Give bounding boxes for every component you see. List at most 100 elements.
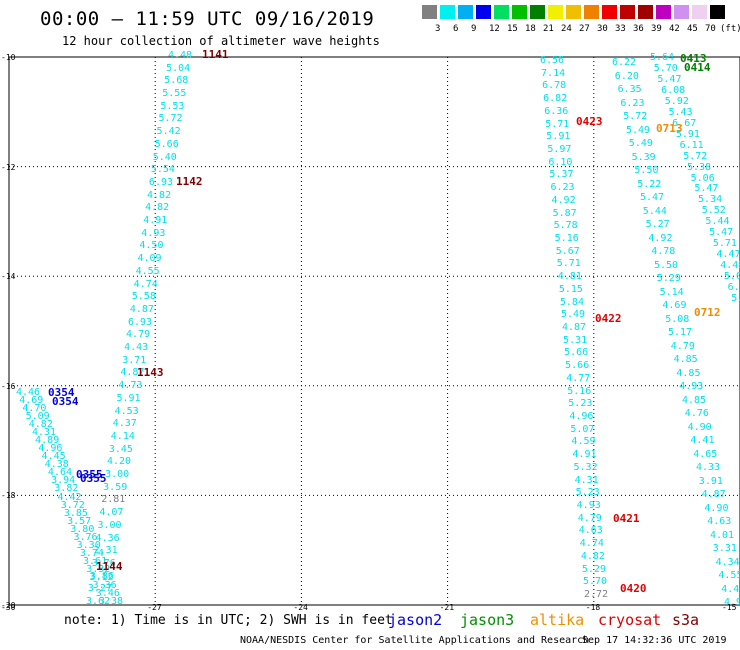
wave-height-value: 5.55 bbox=[162, 88, 187, 100]
wave-height-value: 4.09 bbox=[137, 253, 162, 265]
pass-time-label: 0354 bbox=[52, 395, 79, 408]
wave-height-value: 5.78 bbox=[553, 220, 578, 232]
wave-height-value: 3.80 bbox=[70, 523, 95, 535]
pass-time-label: 0414 bbox=[684, 61, 711, 74]
scale-swatch bbox=[656, 5, 671, 19]
scale-swatch bbox=[476, 5, 491, 19]
wave-height-value: 5.72 bbox=[158, 113, 183, 125]
wave-height-value: 6.56 bbox=[540, 55, 565, 66]
scale-label: 39 bbox=[651, 24, 662, 34]
plot-frame bbox=[8, 56, 740, 606]
timestamp-text: Sep 17 14:32:36 UTC 2019 bbox=[582, 635, 727, 646]
wave-height-value: 5.50 bbox=[654, 259, 679, 271]
wave-height-value: 4.90 bbox=[704, 502, 729, 514]
wave-height-value: 3.74 bbox=[79, 547, 104, 559]
wave-height-value: 5.47 bbox=[640, 192, 665, 203]
wave-height-value: 3.59 bbox=[103, 481, 128, 493]
scale-label: 70 bbox=[705, 24, 716, 34]
wave-height-value: 5.64 bbox=[650, 52, 675, 63]
scale-label: 9 bbox=[471, 24, 477, 34]
wave-height-value: 5.16 bbox=[567, 385, 592, 397]
x-axis-label: -21 bbox=[439, 603, 455, 612]
scale-swatch bbox=[458, 5, 473, 19]
wave-height-value: 5.6 bbox=[731, 293, 740, 305]
wave-height-value: 6.23 bbox=[550, 182, 575, 194]
wave-height-value: 7.14 bbox=[541, 67, 566, 79]
wave-height-value: 5.43 bbox=[668, 106, 693, 118]
wave-height-value: 6.11 bbox=[679, 139, 704, 151]
pass-time-label: 0422 bbox=[595, 312, 622, 325]
scale-swatch bbox=[602, 5, 617, 19]
wave-height-value: 5.66 bbox=[154, 138, 179, 150]
scale-swatch bbox=[512, 5, 527, 19]
scale-label: 42 bbox=[669, 24, 680, 34]
scale-swatch bbox=[566, 5, 581, 19]
x-axis-label: -24 bbox=[293, 603, 308, 612]
wave-height-value: 5.66 bbox=[564, 347, 589, 359]
y-axis-label: -14 bbox=[1, 272, 16, 282]
wave-height-value: 4.76 bbox=[684, 408, 709, 419]
wave-height-value: 5.29 bbox=[581, 563, 606, 575]
credit-text: NOAA/NESDIS Center for Satellite Applica… bbox=[240, 635, 590, 646]
wave-height-value: 4.87 bbox=[701, 489, 726, 500]
wave-height-value: 4.50 bbox=[139, 240, 164, 252]
wave-height-value: 3.62 bbox=[86, 596, 111, 607]
legend-cryosat: cryosat bbox=[598, 611, 662, 629]
wave-height-value: 4.87 bbox=[562, 322, 587, 333]
pass-time-label: 0413 bbox=[680, 52, 707, 65]
wave-height-value: 4.38 bbox=[44, 459, 69, 471]
legend-jason2: jason2 bbox=[388, 611, 443, 629]
wave-height-value: 4.64 bbox=[47, 467, 73, 479]
wave-height-value: 3.31 bbox=[712, 543, 737, 554]
wave-height-value: 5.58 bbox=[131, 291, 156, 303]
wave-height-value: 4.85 bbox=[673, 354, 698, 365]
wave-height-value: 6.23 bbox=[620, 97, 645, 109]
wave-height-value: 4.36 bbox=[95, 532, 120, 544]
wave-height-value: 4.96 bbox=[569, 411, 594, 422]
wave-height-value: 3.00 bbox=[97, 519, 122, 531]
wave-height-value: 4.59 bbox=[571, 436, 596, 448]
wave-height-value: 5.16 bbox=[554, 233, 579, 244]
wave-height-value: 5.87 bbox=[552, 207, 577, 219]
wave-height-value: 4.85 bbox=[682, 394, 707, 406]
wave-height-value: 5.17 bbox=[668, 327, 693, 338]
scale-label: 12 bbox=[489, 24, 500, 34]
wave-height-value: 6.20 bbox=[614, 70, 639, 82]
pass-time-label: 0420 bbox=[620, 582, 647, 595]
pass-time-label: 1144 bbox=[96, 560, 123, 573]
wave-height-value: 3.61 bbox=[83, 555, 108, 567]
wave-height-value: 5.49 bbox=[560, 309, 586, 321]
scale-swatch bbox=[440, 5, 455, 19]
pass-time-label: 0355 bbox=[76, 468, 103, 481]
wave-height-value: 4.93 bbox=[576, 500, 601, 511]
x-axis-label: -15 bbox=[722, 603, 737, 612]
scale-label: 33 bbox=[615, 24, 626, 34]
scale-swatch bbox=[674, 5, 689, 19]
wave-height-value: 4.82 bbox=[145, 202, 170, 214]
wave-height-value: 4.07 bbox=[99, 507, 124, 519]
wave-height-value: 5.71 bbox=[556, 258, 581, 270]
wave-height-value: 3.27 bbox=[87, 583, 112, 595]
wave-height-value: 5.04 bbox=[166, 62, 191, 74]
wave-height-value: 6.22 bbox=[612, 57, 637, 68]
scale-swatch bbox=[692, 5, 707, 19]
wave-height-value: 4.37 bbox=[112, 418, 137, 430]
wave-height-value: 4.34 bbox=[715, 556, 740, 568]
wave-height-value: 5.92 bbox=[664, 95, 689, 107]
wave-height-value: 6.93 bbox=[127, 316, 153, 328]
wave-height-value: 4.69 bbox=[662, 300, 687, 311]
wave-height-value: 4.79 bbox=[670, 340, 695, 352]
scale-label: 21 bbox=[543, 24, 554, 34]
map-subtitle: 12 hour collection of altimeter wave hei… bbox=[62, 34, 380, 48]
wave-height-value: 4.79 bbox=[577, 512, 602, 524]
wave-height-value: 4.43 bbox=[124, 342, 149, 354]
wave-height-value: 5.72 bbox=[683, 150, 708, 162]
wave-height-value: 4.79 bbox=[126, 329, 151, 341]
wave-height-value: 4.85 bbox=[676, 367, 701, 379]
wave-height-value: 4.82 bbox=[28, 419, 53, 431]
wave-height-value: 4.43 bbox=[721, 583, 740, 595]
wave-height-value: 2.72 bbox=[584, 589, 609, 600]
wave-height-value: 3.57 bbox=[67, 515, 92, 527]
wave-height-value: 4.65 bbox=[693, 448, 718, 460]
wave-height-value: 6.67 bbox=[672, 117, 697, 129]
